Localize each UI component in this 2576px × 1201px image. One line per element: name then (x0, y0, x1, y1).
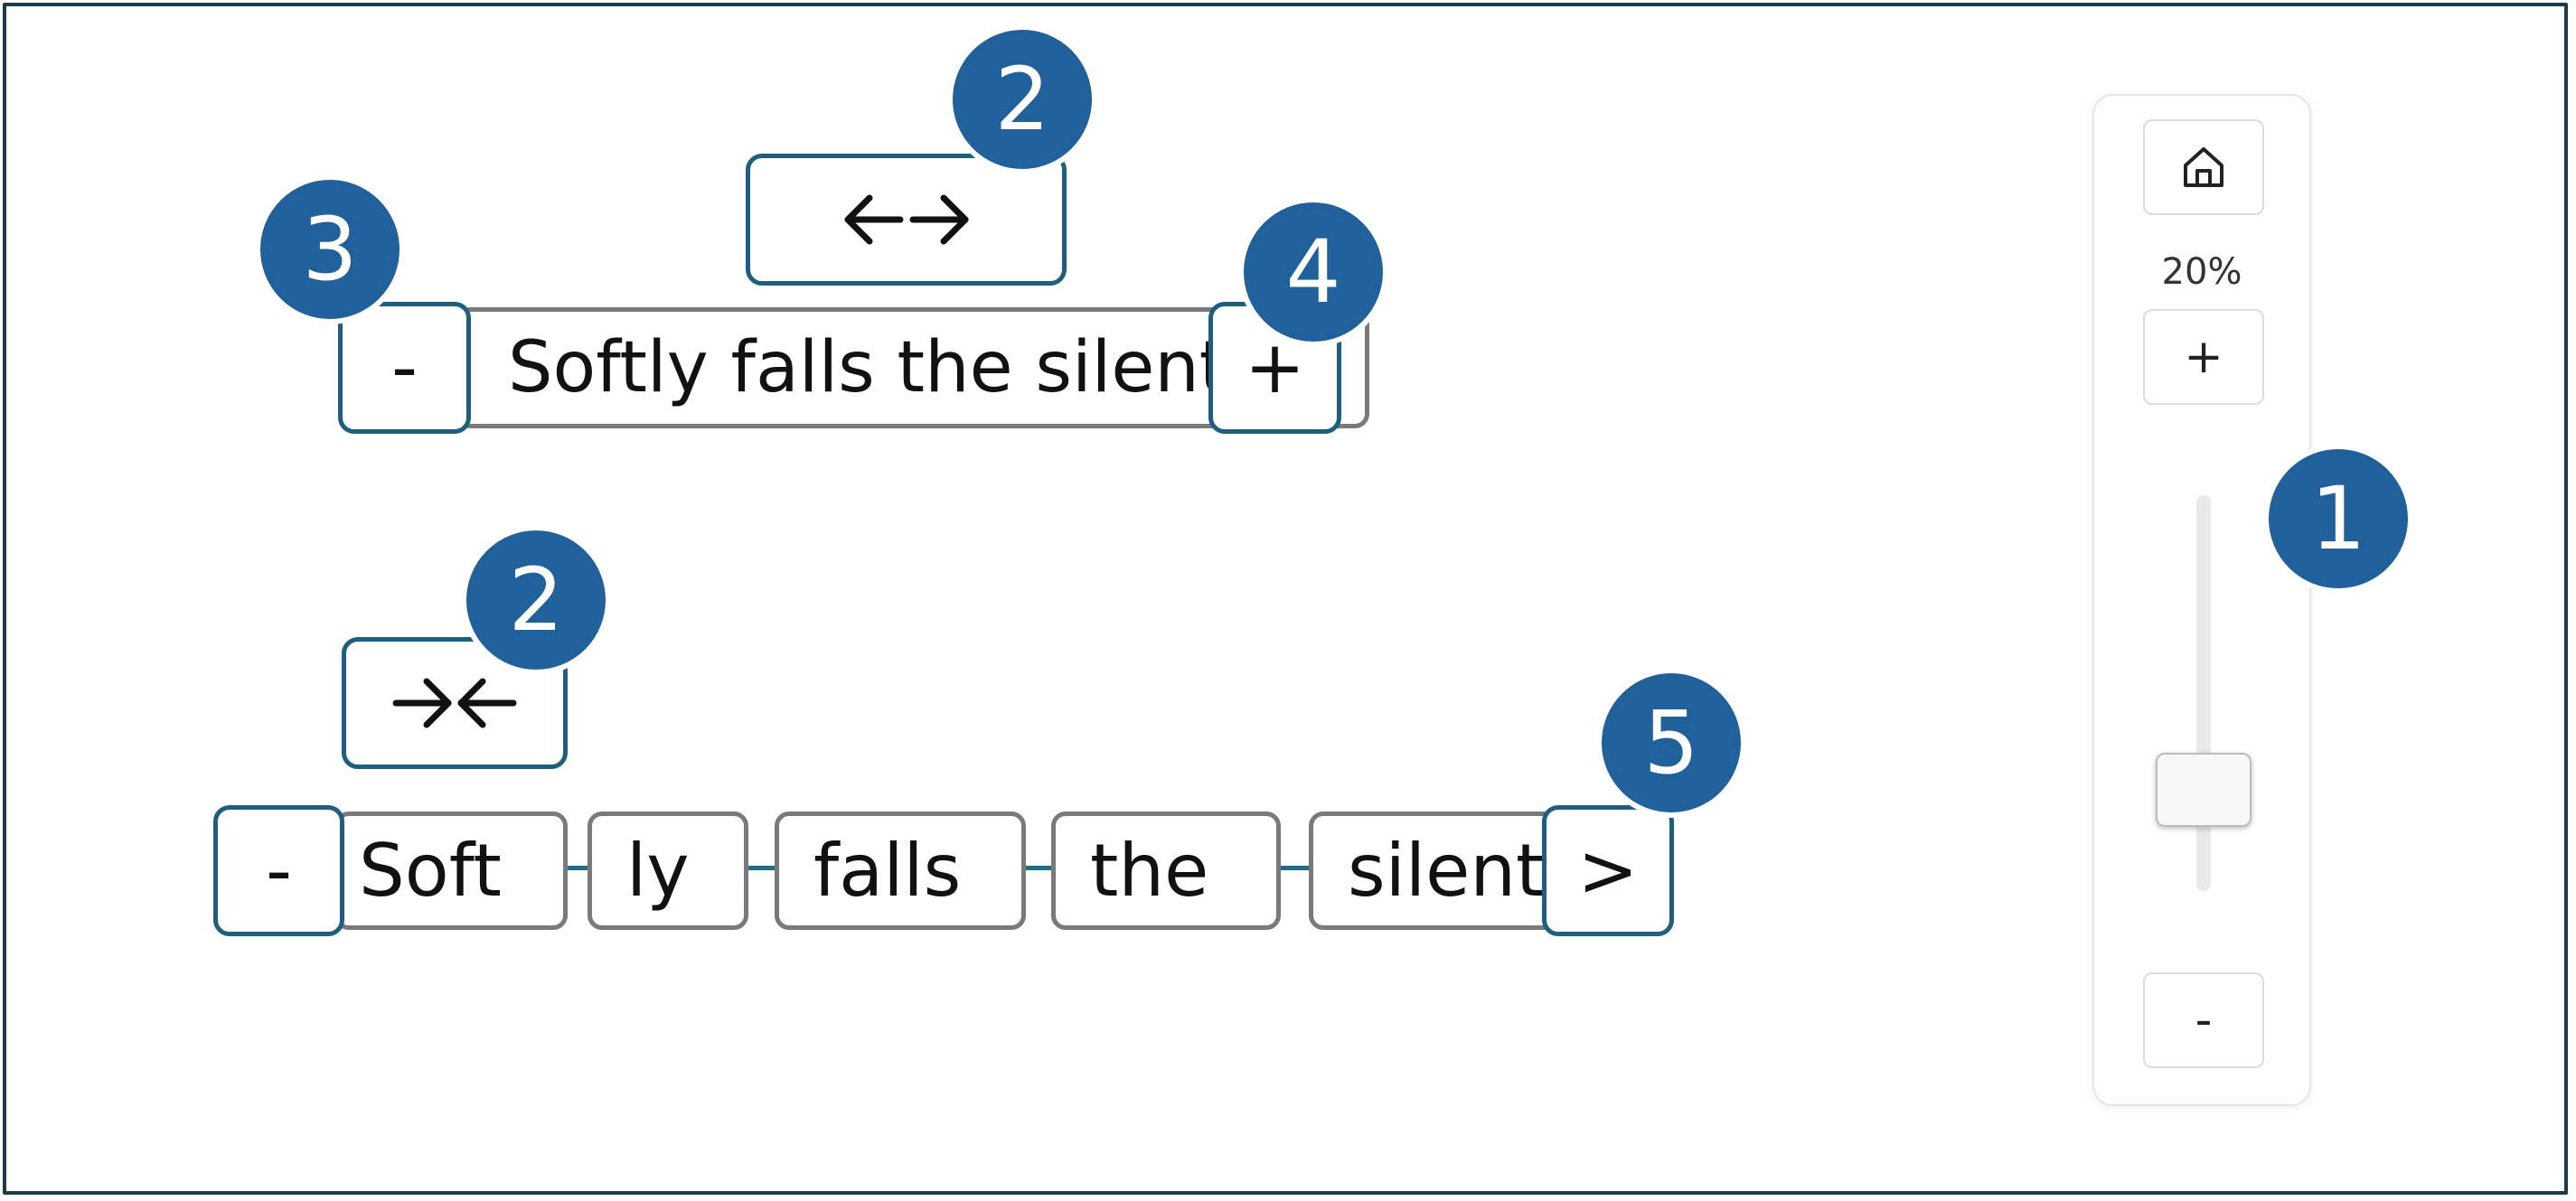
outer-frame (3, 3, 2568, 1195)
segment-box[interactable]: ly (588, 812, 748, 930)
home-icon (2184, 147, 2223, 187)
segment-box[interactable]: the (1051, 812, 1281, 930)
segment-box[interactable]: silent (1309, 812, 1571, 930)
callout-badge-1: 1 (2263, 444, 2413, 594)
split-minus-button[interactable]: - (338, 302, 471, 434)
segment-connector (1278, 866, 1312, 870)
zoom-out-button[interactable]: - (2143, 972, 2264, 1068)
callout-badge-5: 5 (1596, 668, 1746, 818)
segment-connector (746, 866, 776, 870)
phrase-text: Softly falls the silent (508, 327, 1227, 408)
merge-minus-button[interactable]: - (213, 805, 344, 936)
next-label: > (1577, 828, 1639, 913)
segment-text: the (1090, 828, 1209, 913)
zoom-in-label: + (2184, 330, 2223, 384)
expand-toggle-button[interactable] (746, 154, 1067, 286)
zoom-level: 20% (2161, 251, 2242, 293)
segment-text: silent (1348, 828, 1545, 913)
segment-connector (565, 866, 590, 870)
left-right-arrows-icon (844, 194, 968, 245)
zoom-in-button[interactable]: + (2143, 309, 2264, 405)
segment-box[interactable]: falls (775, 812, 1026, 930)
segment-text: ly (626, 828, 690, 913)
zoom-slider-thumb[interactable] (2156, 752, 2252, 827)
callout-badge-3: 3 (255, 174, 405, 324)
callout-badge-2: 2 (947, 24, 1097, 174)
home-button[interactable] (2143, 119, 2264, 215)
segment-text: falls (813, 828, 962, 913)
zoom-slider-track[interactable] (2196, 495, 2211, 891)
callout-badge-2b: 2 (461, 525, 611, 675)
segment-text: Soft (359, 828, 502, 913)
next-segment-button[interactable]: > (1542, 805, 1674, 936)
minus-label: - (266, 828, 292, 913)
callout-badge-4: 4 (1238, 197, 1388, 347)
zoom-out-label: - (2195, 993, 2213, 1047)
zoom-panel: 20% + - (2092, 94, 2311, 1106)
inward-arrows-icon (392, 678, 517, 728)
minus-label: - (391, 325, 418, 409)
segment-connector (1023, 866, 1054, 870)
segment-box[interactable]: Soft (334, 812, 568, 930)
